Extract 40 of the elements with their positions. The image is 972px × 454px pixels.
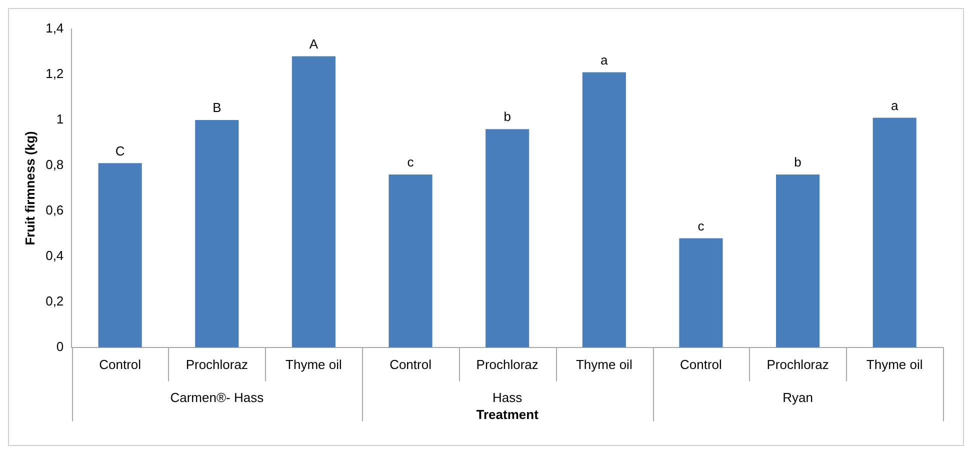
y-tick-label: 0,4 [46,248,64,264]
x-tick-label: Prochloraz [476,356,538,372]
bar [776,174,820,348]
data-label: b [794,154,802,170]
data-label: A [309,36,318,52]
x-tick-label: Prochloraz [766,356,829,372]
x-tick-label: Thyme oil [576,356,632,372]
bar [679,238,723,348]
y-tick-label: 1,2 [46,66,64,82]
data-label: a [600,52,609,68]
x-tick-label: Thyme oil [866,356,923,372]
y-tick-label: 0,8 [46,157,64,172]
data-label: b [504,109,511,124]
bar [582,72,626,348]
data-label: c [698,218,705,234]
bar [388,174,432,348]
x-tick-label: Control [99,356,142,372]
bar [872,118,916,348]
data-label: a [890,98,899,113]
x-axis-title: Treatment [476,406,540,422]
y-tick-label: 1 [56,112,64,127]
x-tick-label: Control [680,356,722,372]
bar [292,56,336,348]
data-label: B [212,100,222,116]
bar [486,129,530,348]
bar [98,163,142,348]
data-label: C [115,143,125,158]
x-tick-label: Thyme oil [286,356,342,372]
data-label: c [407,154,414,170]
bar [195,120,239,348]
text: Hass [492,390,523,405]
y-tick-label: 0,2 [46,293,64,308]
y-tick-label: 0,6 [46,202,64,218]
text: Ryan [782,390,813,405]
x-tick-label: Prochloraz [186,356,248,372]
y-axis-title: Fruit firmness (kg) [22,131,38,246]
text: Carmen®- Hass [170,390,264,405]
y-tick-label: 0 [56,338,64,354]
y-tick-label: 1,4 [46,20,64,36]
x-tick-label: Control [390,356,432,372]
